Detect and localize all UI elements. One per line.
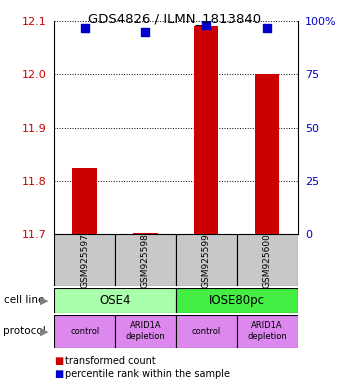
Text: GSM925599: GSM925599	[202, 233, 211, 288]
Text: GSM925600: GSM925600	[262, 233, 272, 288]
Text: percentile rank within the sample: percentile rank within the sample	[65, 369, 230, 379]
Point	[264, 25, 270, 31]
Text: control: control	[192, 327, 221, 336]
Bar	[115, 315, 176, 348]
Bar	[194, 26, 218, 234]
Text: ▶: ▶	[40, 295, 48, 306]
Text: ■: ■	[54, 369, 63, 379]
Text: GSM925598: GSM925598	[141, 233, 150, 288]
Bar	[176, 315, 237, 348]
Text: protocol: protocol	[4, 326, 46, 336]
Bar	[176, 288, 298, 313]
Bar	[54, 288, 176, 313]
Text: ▶: ▶	[40, 326, 48, 336]
Text: ARID1A
depletion: ARID1A depletion	[247, 321, 287, 341]
Bar	[115, 234, 176, 286]
Bar	[237, 315, 298, 348]
Text: IOSE80pc: IOSE80pc	[209, 294, 265, 307]
Text: GDS4826 / ILMN_1813840: GDS4826 / ILMN_1813840	[89, 12, 261, 25]
Point	[203, 22, 209, 28]
Bar	[54, 315, 115, 348]
Point	[143, 29, 148, 35]
Text: GSM925597: GSM925597	[80, 233, 89, 288]
Bar	[237, 234, 298, 286]
Text: control: control	[70, 327, 99, 336]
Bar	[133, 233, 158, 234]
Bar	[176, 234, 237, 286]
Bar	[54, 234, 115, 286]
Text: OSE4: OSE4	[99, 294, 131, 307]
Text: ARID1A
depletion: ARID1A depletion	[126, 321, 165, 341]
Text: cell line: cell line	[4, 295, 44, 306]
Bar	[255, 74, 279, 234]
Bar	[72, 168, 97, 234]
Text: ■: ■	[54, 356, 63, 366]
Text: transformed count: transformed count	[65, 356, 155, 366]
Point	[82, 25, 88, 31]
